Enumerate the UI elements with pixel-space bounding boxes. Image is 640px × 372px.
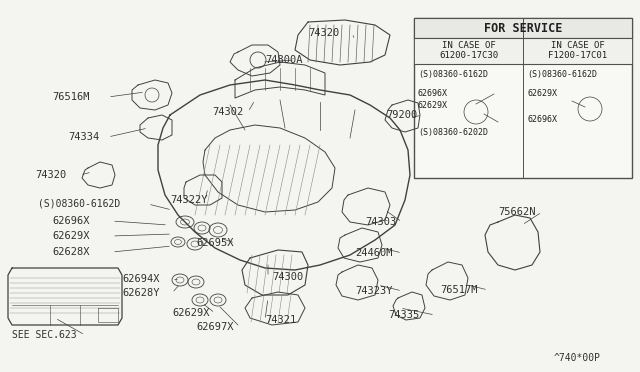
Text: 62697X: 62697X [196, 322, 234, 332]
Text: SEE SEC.623: SEE SEC.623 [12, 330, 77, 340]
Text: IN CASE OF: IN CASE OF [550, 41, 604, 49]
Text: 74334: 74334 [68, 132, 99, 142]
Text: FOR SERVICE: FOR SERVICE [484, 22, 562, 35]
Text: 74320: 74320 [35, 170, 67, 180]
Text: 74335: 74335 [388, 310, 419, 320]
Text: 74302: 74302 [212, 107, 243, 117]
Text: (S)08360-6162D: (S)08360-6162D [38, 199, 120, 209]
Text: 61200-17C30: 61200-17C30 [439, 51, 498, 61]
Text: 74322Y: 74322Y [170, 195, 207, 205]
Text: (S)08360-6162D: (S)08360-6162D [418, 70, 488, 78]
Text: 62629X: 62629X [172, 308, 209, 318]
Text: (S)08360-6202D: (S)08360-6202D [418, 128, 488, 137]
Text: 76517M: 76517M [440, 285, 477, 295]
Text: 62629X: 62629X [418, 102, 448, 110]
Text: 74800A: 74800A [265, 55, 303, 65]
Text: 62629X: 62629X [527, 90, 557, 99]
Text: 76516M: 76516M [52, 92, 90, 102]
Text: 74321: 74321 [265, 315, 296, 325]
Text: 74320: 74320 [308, 28, 339, 38]
Text: 62696X: 62696X [52, 216, 90, 226]
Text: 62695X: 62695X [196, 238, 234, 248]
Bar [414, 18, 632, 178]
Text: 75662N: 75662N [498, 207, 536, 217]
Text: 24460M: 24460M [355, 248, 392, 258]
Text: 62694X: 62694X [122, 274, 159, 284]
Text: 79200: 79200 [386, 110, 417, 120]
Text: 62696X: 62696X [527, 115, 557, 124]
Text: 62628Y: 62628Y [122, 288, 159, 298]
Bar [414, 18, 632, 38]
Text: F1200-17C01: F1200-17C01 [548, 51, 607, 61]
Bar [414, 38, 632, 64]
Text: 74300: 74300 [272, 272, 303, 282]
Text: IN CASE OF: IN CASE OF [442, 41, 495, 49]
Text: 62696X: 62696X [418, 90, 448, 99]
Text: 62628X: 62628X [52, 247, 90, 257]
Text: ^740*00P: ^740*00P [554, 353, 601, 363]
Text: 74323Y: 74323Y [355, 286, 392, 296]
Text: (S)08360-6162D: (S)08360-6162D [527, 70, 597, 78]
Text: 62629X: 62629X [52, 231, 90, 241]
Text: 74303: 74303 [365, 217, 396, 227]
